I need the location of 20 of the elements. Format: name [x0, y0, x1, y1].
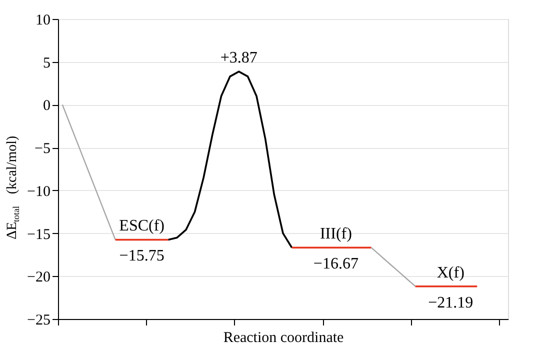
y-tick-label: −5: [34, 141, 50, 158]
y-tick-label: −25: [27, 312, 50, 328]
data-label: −21.19: [428, 294, 474, 312]
text: ΔEtotal (kcal/mol): [5, 136, 21, 240]
y-tick-label: 5: [43, 55, 50, 72]
y-tick-label: −20: [27, 270, 50, 286]
data-label: −15.75: [119, 248, 164, 265]
data-label: +3.87: [220, 50, 258, 67]
series-label: X(f): [436, 264, 464, 282]
y-tick-label: −15: [27, 226, 50, 243]
y-tick-label: 0: [43, 98, 50, 114]
line-series: [62, 104, 116, 240]
x-axis-title: Reaction coordinate: [223, 330, 344, 346]
line-series: [167, 70, 293, 248]
y-tick-label: −10: [27, 184, 50, 200]
data-label: −16.67: [313, 256, 358, 273]
line-series: [370, 247, 416, 287]
series-label: ESC(f): [119, 218, 164, 235]
series-label: III(f): [320, 226, 352, 243]
y-tick-label: 10: [36, 12, 50, 28]
